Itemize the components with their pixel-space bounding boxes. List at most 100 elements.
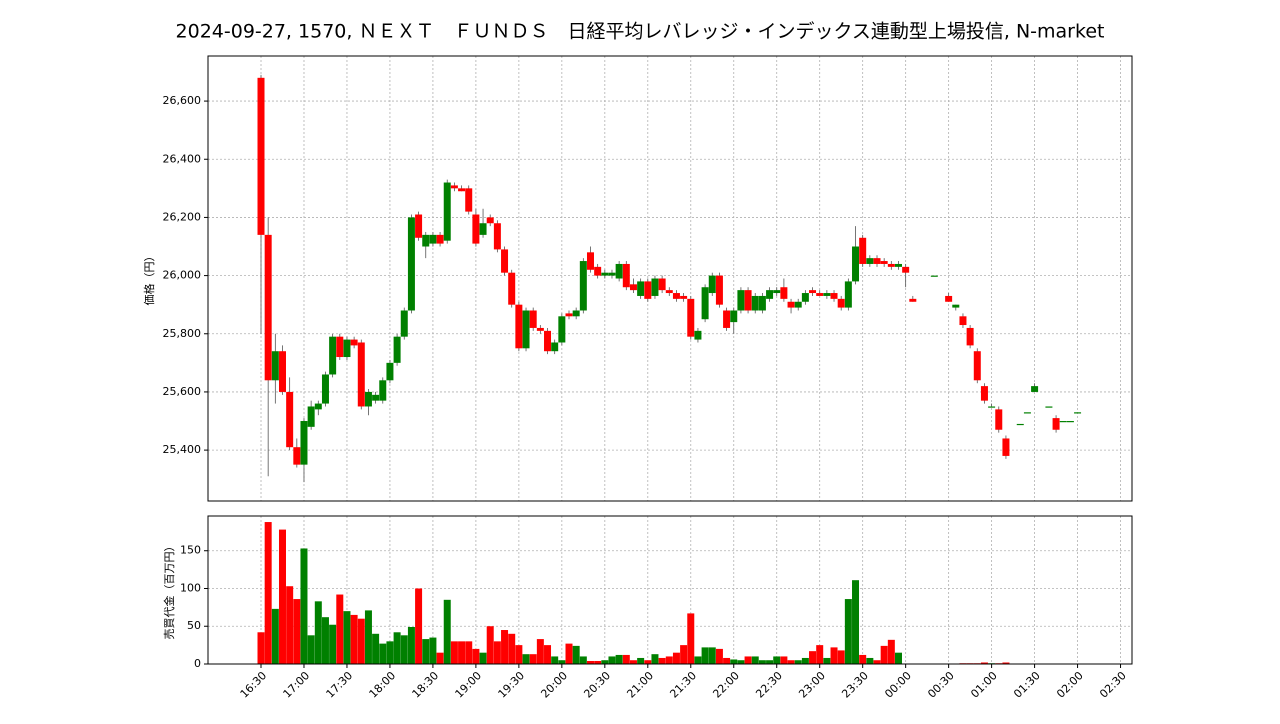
volume-bar — [465, 641, 473, 664]
volume-bar — [629, 660, 637, 664]
plot-frame — [207, 515, 1133, 665]
candle-body — [909, 298, 917, 302]
volume-bar — [407, 627, 415, 664]
candle-body — [1023, 412, 1031, 414]
candle-body — [737, 290, 745, 311]
volume-bar — [544, 645, 552, 664]
volume-bar — [887, 639, 895, 664]
volume-bar — [400, 635, 408, 664]
candle-body — [293, 447, 301, 465]
volume-bar — [622, 654, 630, 664]
candle-body — [687, 298, 695, 337]
y-tick-label: 26,000 — [163, 269, 202, 282]
candle-body — [809, 290, 817, 294]
volume-bar — [493, 641, 501, 664]
candle-body — [264, 234, 272, 381]
x-tick-label: 00:00 — [882, 669, 914, 701]
volume-bar — [364, 610, 372, 664]
candle-body — [529, 310, 537, 328]
volume-bar — [286, 586, 294, 664]
volume-bar — [715, 648, 723, 664]
candle-body — [465, 188, 473, 212]
candle-body — [364, 391, 372, 407]
candle-body — [701, 287, 709, 320]
candle-body — [859, 237, 867, 264]
x-tick-label: 22:00 — [710, 669, 742, 701]
candle-body — [286, 391, 294, 448]
candle-body — [644, 281, 652, 299]
candle-body — [1016, 423, 1024, 426]
candle-body — [350, 339, 358, 346]
volume-bar — [450, 641, 458, 664]
candle-body — [565, 313, 573, 317]
candle-body — [629, 284, 637, 291]
volume-bar — [866, 657, 874, 664]
candle-body — [522, 310, 530, 349]
candle-body — [959, 316, 967, 326]
candle-body — [930, 275, 938, 277]
x-tick-label: 00:30 — [925, 669, 957, 701]
x-tick-label: 20:30 — [581, 669, 613, 701]
volume-bar — [730, 659, 738, 664]
volume-bar — [529, 654, 537, 664]
volume-bar — [637, 657, 645, 664]
candle-body — [823, 293, 831, 296]
volume-bar — [644, 660, 652, 664]
volume-bar — [264, 522, 272, 664]
volume-bar — [336, 594, 344, 664]
volume-bar — [751, 656, 759, 664]
volume-bar — [321, 617, 329, 664]
y-tick-label: 26,600 — [163, 94, 202, 107]
volume-bar — [651, 654, 659, 664]
volume-bar — [551, 656, 559, 664]
volume-bar — [801, 657, 809, 664]
candle-body — [973, 351, 981, 381]
candle-body — [852, 246, 860, 282]
candle-body — [536, 327, 544, 331]
candle-body — [357, 342, 365, 407]
candle-body — [773, 290, 781, 294]
candle-body — [1052, 418, 1060, 430]
y-tick-label: 25,600 — [163, 385, 202, 398]
volume-bar — [257, 632, 265, 664]
volume-bar — [393, 632, 401, 664]
candle-body — [508, 272, 516, 305]
x-tick-label: 23:30 — [839, 669, 871, 701]
candle-body — [329, 336, 337, 375]
candle-body — [443, 182, 451, 241]
candle-body — [307, 406, 315, 427]
volume-bar — [572, 645, 580, 664]
candle-body — [694, 330, 702, 340]
candle-body — [637, 281, 645, 296]
volume-bar — [579, 656, 587, 664]
y-tick-label: 50 — [187, 619, 201, 632]
candle-body — [801, 293, 809, 302]
x-tick-label: 01:30 — [1011, 669, 1043, 701]
volume-bar — [357, 618, 365, 664]
volume-bar — [615, 654, 623, 664]
candle-body — [1045, 406, 1053, 408]
candle-body — [844, 281, 852, 308]
candle-body — [830, 293, 838, 299]
candle-body — [744, 290, 752, 311]
candle-body — [407, 217, 415, 311]
volume-bar — [436, 652, 444, 664]
candle-body — [988, 406, 996, 408]
candle-body — [980, 386, 988, 401]
candle-body — [680, 295, 688, 299]
candle-body — [945, 295, 953, 302]
volume-bar — [794, 660, 802, 664]
volume-bar — [852, 580, 860, 664]
candle-body — [515, 304, 523, 349]
candle-body — [887, 263, 895, 267]
candle-body — [321, 374, 329, 404]
volume-bar — [830, 647, 838, 664]
candle-body — [730, 310, 738, 323]
volume-bar — [859, 654, 867, 664]
x-tick-label: 19:30 — [495, 669, 527, 701]
x-tick-label: 22:30 — [753, 669, 785, 701]
candle-body — [429, 234, 437, 244]
volume-bar — [486, 626, 494, 664]
candle-body — [271, 351, 279, 381]
x-tick-label: 02:00 — [1054, 669, 1086, 701]
